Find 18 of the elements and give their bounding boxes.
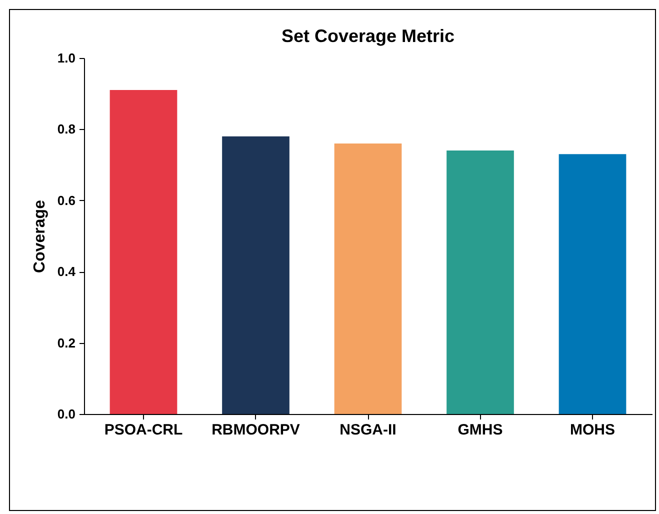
y-axis-title: Coverage <box>31 200 48 273</box>
bar <box>446 150 514 414</box>
bar <box>334 143 402 414</box>
y-tick-label: 0.8 <box>57 122 76 137</box>
bar <box>558 154 626 414</box>
bar <box>222 136 290 414</box>
x-tick-label: PSOA-CRL <box>104 422 183 438</box>
y-tick-label: 0.2 <box>57 335 76 350</box>
y-tick-label: 0.6 <box>57 192 76 208</box>
chart-title: Set Coverage Metric <box>281 26 455 46</box>
y-tick-label: 0.0 <box>57 406 76 422</box>
x-tick-label: MOHS <box>570 422 616 438</box>
bar <box>110 90 178 414</box>
x-tick-label: NSGA-II <box>340 422 396 438</box>
y-tick-label: 0.4 <box>57 264 76 280</box>
y-tick-label: 1.0 <box>57 50 76 66</box>
x-tick-label: RBMOORPV <box>212 422 300 438</box>
x-tick-label: GMHS <box>458 422 503 438</box>
